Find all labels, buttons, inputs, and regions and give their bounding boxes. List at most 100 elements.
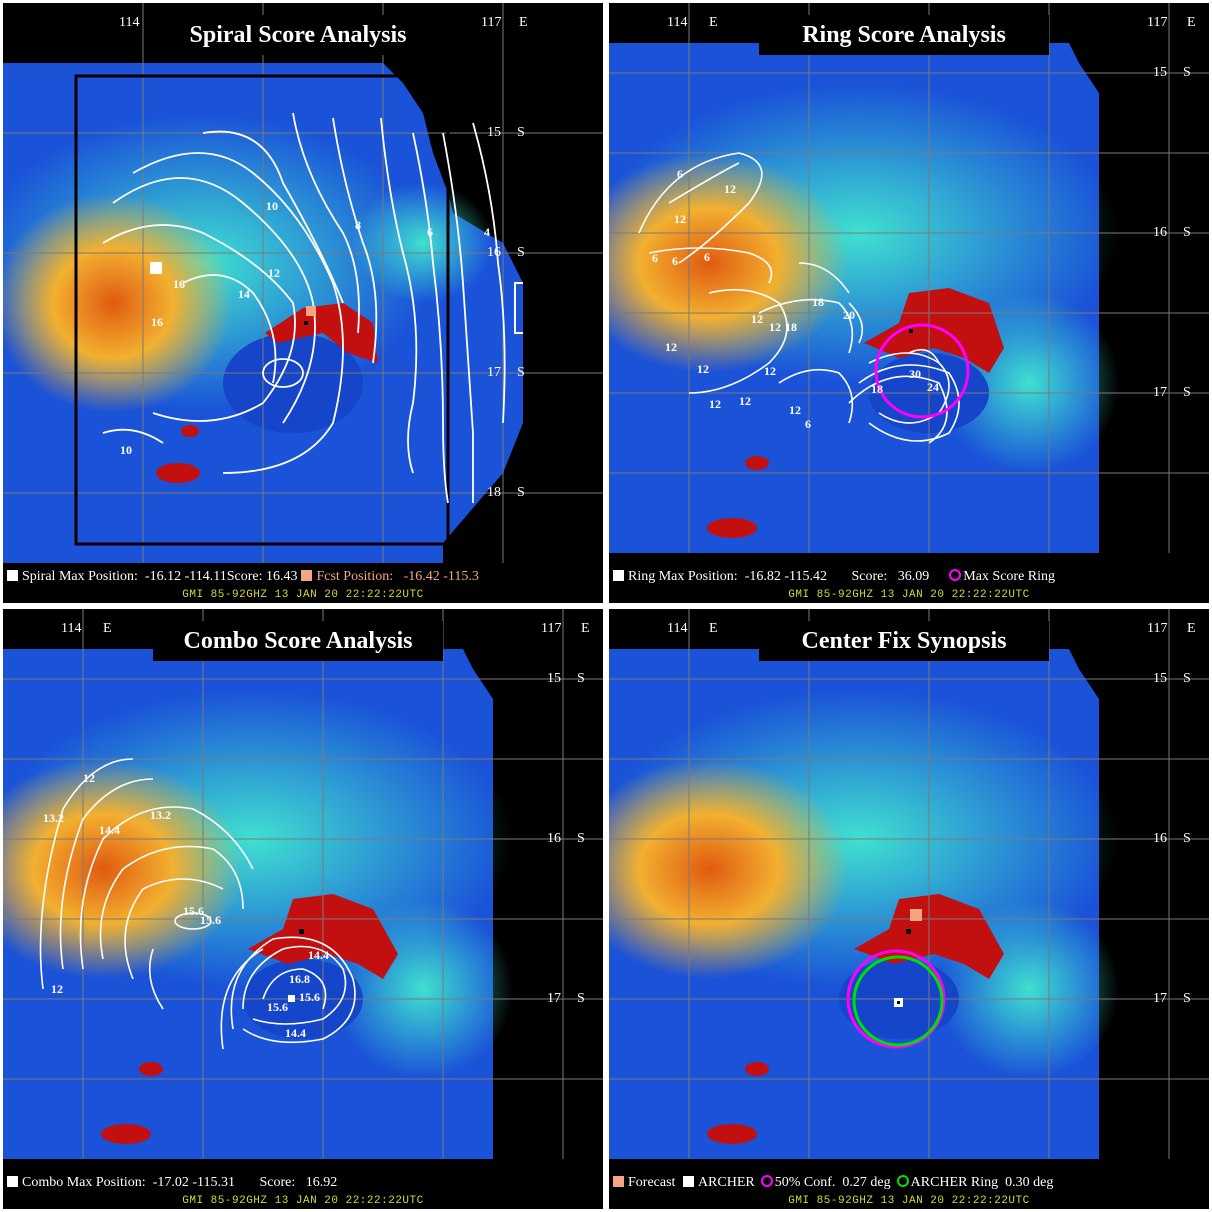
archer-ring-legend-icon bbox=[896, 1175, 909, 1187]
center-dot bbox=[299, 929, 304, 934]
lat-label: 17 bbox=[1153, 385, 1167, 400]
lon-label: 117 bbox=[1147, 15, 1168, 30]
lon-label: E bbox=[709, 621, 718, 636]
svg-text:6: 6 bbox=[427, 225, 433, 239]
lon-label: 114 bbox=[667, 15, 688, 30]
svg-text:24: 24 bbox=[927, 380, 939, 394]
max-value: -16.82 -115.42 bbox=[744, 569, 827, 584]
svg-text:30: 30 bbox=[909, 367, 921, 381]
sensor-line: GMI 85-92GHZ 13 JAN 20 22:22:22UTC bbox=[788, 589, 1030, 601]
panel-title: Spiral Score Analysis bbox=[153, 15, 443, 55]
contours bbox=[638, 152, 960, 444]
lat-label: 17 bbox=[547, 991, 561, 1006]
microwave-image: 6 12 12 6 6 6 12 12 18 12 12 12 12 12 18… bbox=[609, 3, 1209, 603]
lat-label: S bbox=[1183, 65, 1191, 80]
archer-ring bbox=[852, 955, 944, 1047]
svg-text:6: 6 bbox=[652, 251, 658, 265]
svg-text:13.2: 13.2 bbox=[150, 808, 171, 822]
lat-label: S bbox=[517, 365, 525, 380]
forecast-legend-swatch bbox=[613, 1176, 624, 1187]
svg-text:14.4: 14.4 bbox=[99, 823, 120, 837]
svg-text:12: 12 bbox=[674, 212, 686, 226]
svg-text:12: 12 bbox=[764, 364, 776, 378]
contours bbox=[39, 758, 356, 1050]
max-label: Spiral Max Position: bbox=[22, 569, 138, 584]
caption: Combo Max Position: -17.02 -115.31 Score… bbox=[3, 1175, 603, 1193]
svg-text:10: 10 bbox=[266, 199, 278, 213]
max-legend-swatch bbox=[7, 570, 18, 581]
center-dot bbox=[906, 929, 911, 934]
svg-text:12: 12 bbox=[739, 394, 751, 408]
svg-text:12: 12 bbox=[724, 182, 736, 196]
lon-label: 114 bbox=[61, 621, 82, 636]
panel-title: Center Fix Synopsis bbox=[759, 621, 1049, 661]
lon-label: 117 bbox=[1147, 621, 1168, 636]
lat-label: S bbox=[1183, 671, 1191, 686]
max-label: Ring Max Position: bbox=[628, 569, 738, 584]
svg-text:6: 6 bbox=[677, 167, 683, 181]
search-box bbox=[74, 74, 450, 546]
svg-text:10: 10 bbox=[120, 443, 132, 457]
svg-text:15.6: 15.6 bbox=[200, 913, 221, 927]
lat-label: 18 bbox=[487, 485, 501, 500]
lat-label: S bbox=[577, 831, 585, 846]
fcst-marker bbox=[306, 306, 316, 316]
archer-ring-value: 0.30 deg bbox=[1005, 1175, 1054, 1190]
lon-label: E bbox=[581, 621, 590, 636]
svg-text:18: 18 bbox=[871, 382, 883, 396]
ring-label: Max Score Ring bbox=[963, 569, 1056, 584]
conf-legend-icon bbox=[760, 1175, 773, 1187]
lat-label: S bbox=[1183, 385, 1191, 400]
svg-text:4: 4 bbox=[484, 225, 490, 239]
sensor-line: GMI 85-92GHZ 13 JAN 20 22:22:22UTC bbox=[182, 1195, 424, 1207]
score-value: 16.43 bbox=[265, 569, 298, 584]
lat-label: S bbox=[517, 245, 525, 260]
fcst-label: Fcst Position: bbox=[316, 569, 394, 584]
lat-label: 15 bbox=[547, 671, 561, 686]
lat-label: 17 bbox=[1153, 991, 1167, 1006]
svg-text:20: 20 bbox=[843, 308, 855, 322]
svg-text:12: 12 bbox=[751, 312, 763, 326]
score-label: Score: bbox=[851, 569, 888, 584]
conf-circle bbox=[846, 949, 946, 1049]
lat-label: S bbox=[577, 991, 585, 1006]
combo-max-marker bbox=[288, 995, 295, 1002]
grid-lines bbox=[3, 609, 603, 1159]
svg-text:12: 12 bbox=[83, 771, 95, 785]
lat-label: 15 bbox=[1153, 65, 1167, 80]
svg-text:15.6: 15.6 bbox=[299, 990, 320, 1004]
svg-text:14.4: 14.4 bbox=[285, 1026, 306, 1040]
max-value: -16.12 -114.11 bbox=[144, 569, 227, 584]
lon-label: 114 bbox=[667, 621, 688, 636]
forecast-marker bbox=[910, 909, 922, 921]
panel-title: Combo Score Analysis bbox=[153, 621, 443, 661]
score-value: 16.92 bbox=[305, 1175, 338, 1190]
svg-text:12: 12 bbox=[789, 403, 801, 417]
max-value: -17.02 -115.31 bbox=[152, 1175, 235, 1190]
spiral-max-marker bbox=[150, 262, 162, 274]
lat-label: S bbox=[1183, 991, 1191, 1006]
lon-label: E bbox=[519, 15, 528, 30]
conf-value: 0.27 deg bbox=[842, 1175, 891, 1190]
microwave-image: 16 16 14 12 10 8 6 4 10 bbox=[3, 3, 603, 603]
svg-text:6: 6 bbox=[805, 417, 811, 431]
svg-text:14.4: 14.4 bbox=[308, 948, 329, 962]
fcst-legend-swatch bbox=[301, 570, 313, 581]
lat-label: S bbox=[1183, 831, 1191, 846]
lat-label: S bbox=[1183, 225, 1191, 240]
lon-label: 117 bbox=[481, 15, 502, 30]
caption: Spiral Max Position: -16.12 -114.11Score… bbox=[3, 569, 603, 587]
svg-text:16.8: 16.8 bbox=[289, 972, 310, 986]
svg-text:8: 8 bbox=[355, 218, 361, 232]
grid-lines bbox=[609, 609, 1209, 1159]
svg-text:12: 12 bbox=[268, 266, 280, 280]
max-legend-swatch bbox=[613, 570, 624, 581]
svg-text:15.6: 15.6 bbox=[267, 1000, 288, 1014]
svg-text:16: 16 bbox=[173, 277, 185, 291]
max-label: Combo Max Position: bbox=[22, 1175, 146, 1190]
archer-label: ARCHER bbox=[697, 1175, 755, 1190]
archer-legend-swatch bbox=[682, 1176, 694, 1187]
score-label: Score: bbox=[226, 569, 263, 584]
lon-label: E bbox=[1187, 15, 1196, 30]
lat-label: 17 bbox=[487, 365, 501, 380]
